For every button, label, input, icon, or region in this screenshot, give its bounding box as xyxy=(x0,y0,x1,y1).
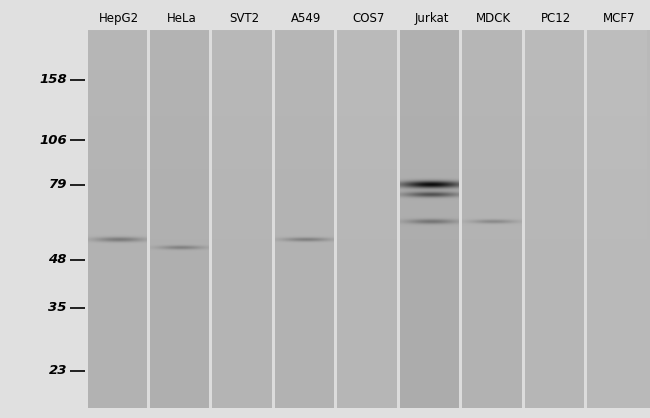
Text: 79: 79 xyxy=(49,178,67,191)
Text: 106: 106 xyxy=(39,134,67,147)
Text: COS7: COS7 xyxy=(353,12,385,25)
Text: 35: 35 xyxy=(49,301,67,314)
Text: Jurkat: Jurkat xyxy=(414,12,448,25)
Text: 158: 158 xyxy=(39,74,67,87)
Text: 48: 48 xyxy=(49,253,67,266)
Text: SVT2: SVT2 xyxy=(229,12,259,25)
Text: PC12: PC12 xyxy=(541,12,571,25)
Text: A549: A549 xyxy=(291,12,322,25)
Text: HeLa: HeLa xyxy=(167,12,196,25)
Text: 23: 23 xyxy=(49,364,67,377)
Text: HepG2: HepG2 xyxy=(99,12,139,25)
Text: MDCK: MDCK xyxy=(476,12,512,25)
Text: MCF7: MCF7 xyxy=(603,12,635,25)
